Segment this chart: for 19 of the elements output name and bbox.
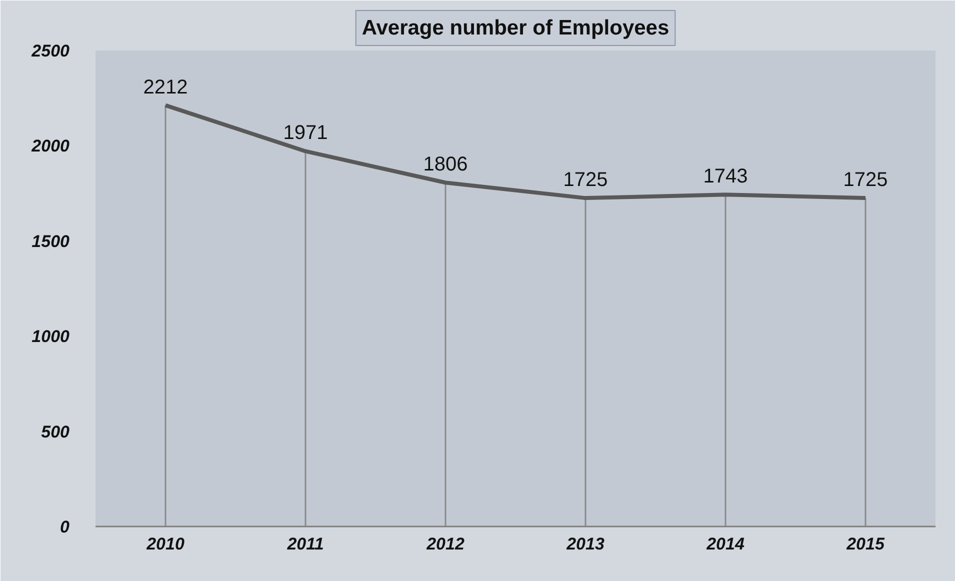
x-tick-label: 2013 bbox=[566, 534, 605, 554]
data-label: 1725 bbox=[563, 169, 608, 192]
data-label: 1725 bbox=[843, 169, 888, 192]
y-tick-label: 1500 bbox=[32, 232, 70, 251]
x-tick-label: 2012 bbox=[426, 534, 465, 554]
y-tick-label: 2500 bbox=[30, 42, 70, 60]
x-tick-label: 2011 bbox=[286, 534, 324, 554]
x-tick-label: 2014 bbox=[706, 534, 745, 554]
data-label: 1971 bbox=[283, 122, 328, 144]
y-tick-label: 2000 bbox=[30, 136, 70, 156]
y-tick-label: 500 bbox=[41, 422, 70, 442]
data-label: 1806 bbox=[423, 154, 468, 176]
x-tick-label: 2015 bbox=[846, 534, 885, 554]
data-label: 1743 bbox=[703, 166, 748, 188]
data-label: 2212 bbox=[143, 76, 188, 98]
chart-title: Average number of Employees bbox=[362, 16, 670, 40]
y-tick-label: 1000 bbox=[32, 327, 70, 346]
x-tick-label: 2010 bbox=[146, 534, 185, 554]
y-tick-label: 0 bbox=[60, 518, 70, 536]
